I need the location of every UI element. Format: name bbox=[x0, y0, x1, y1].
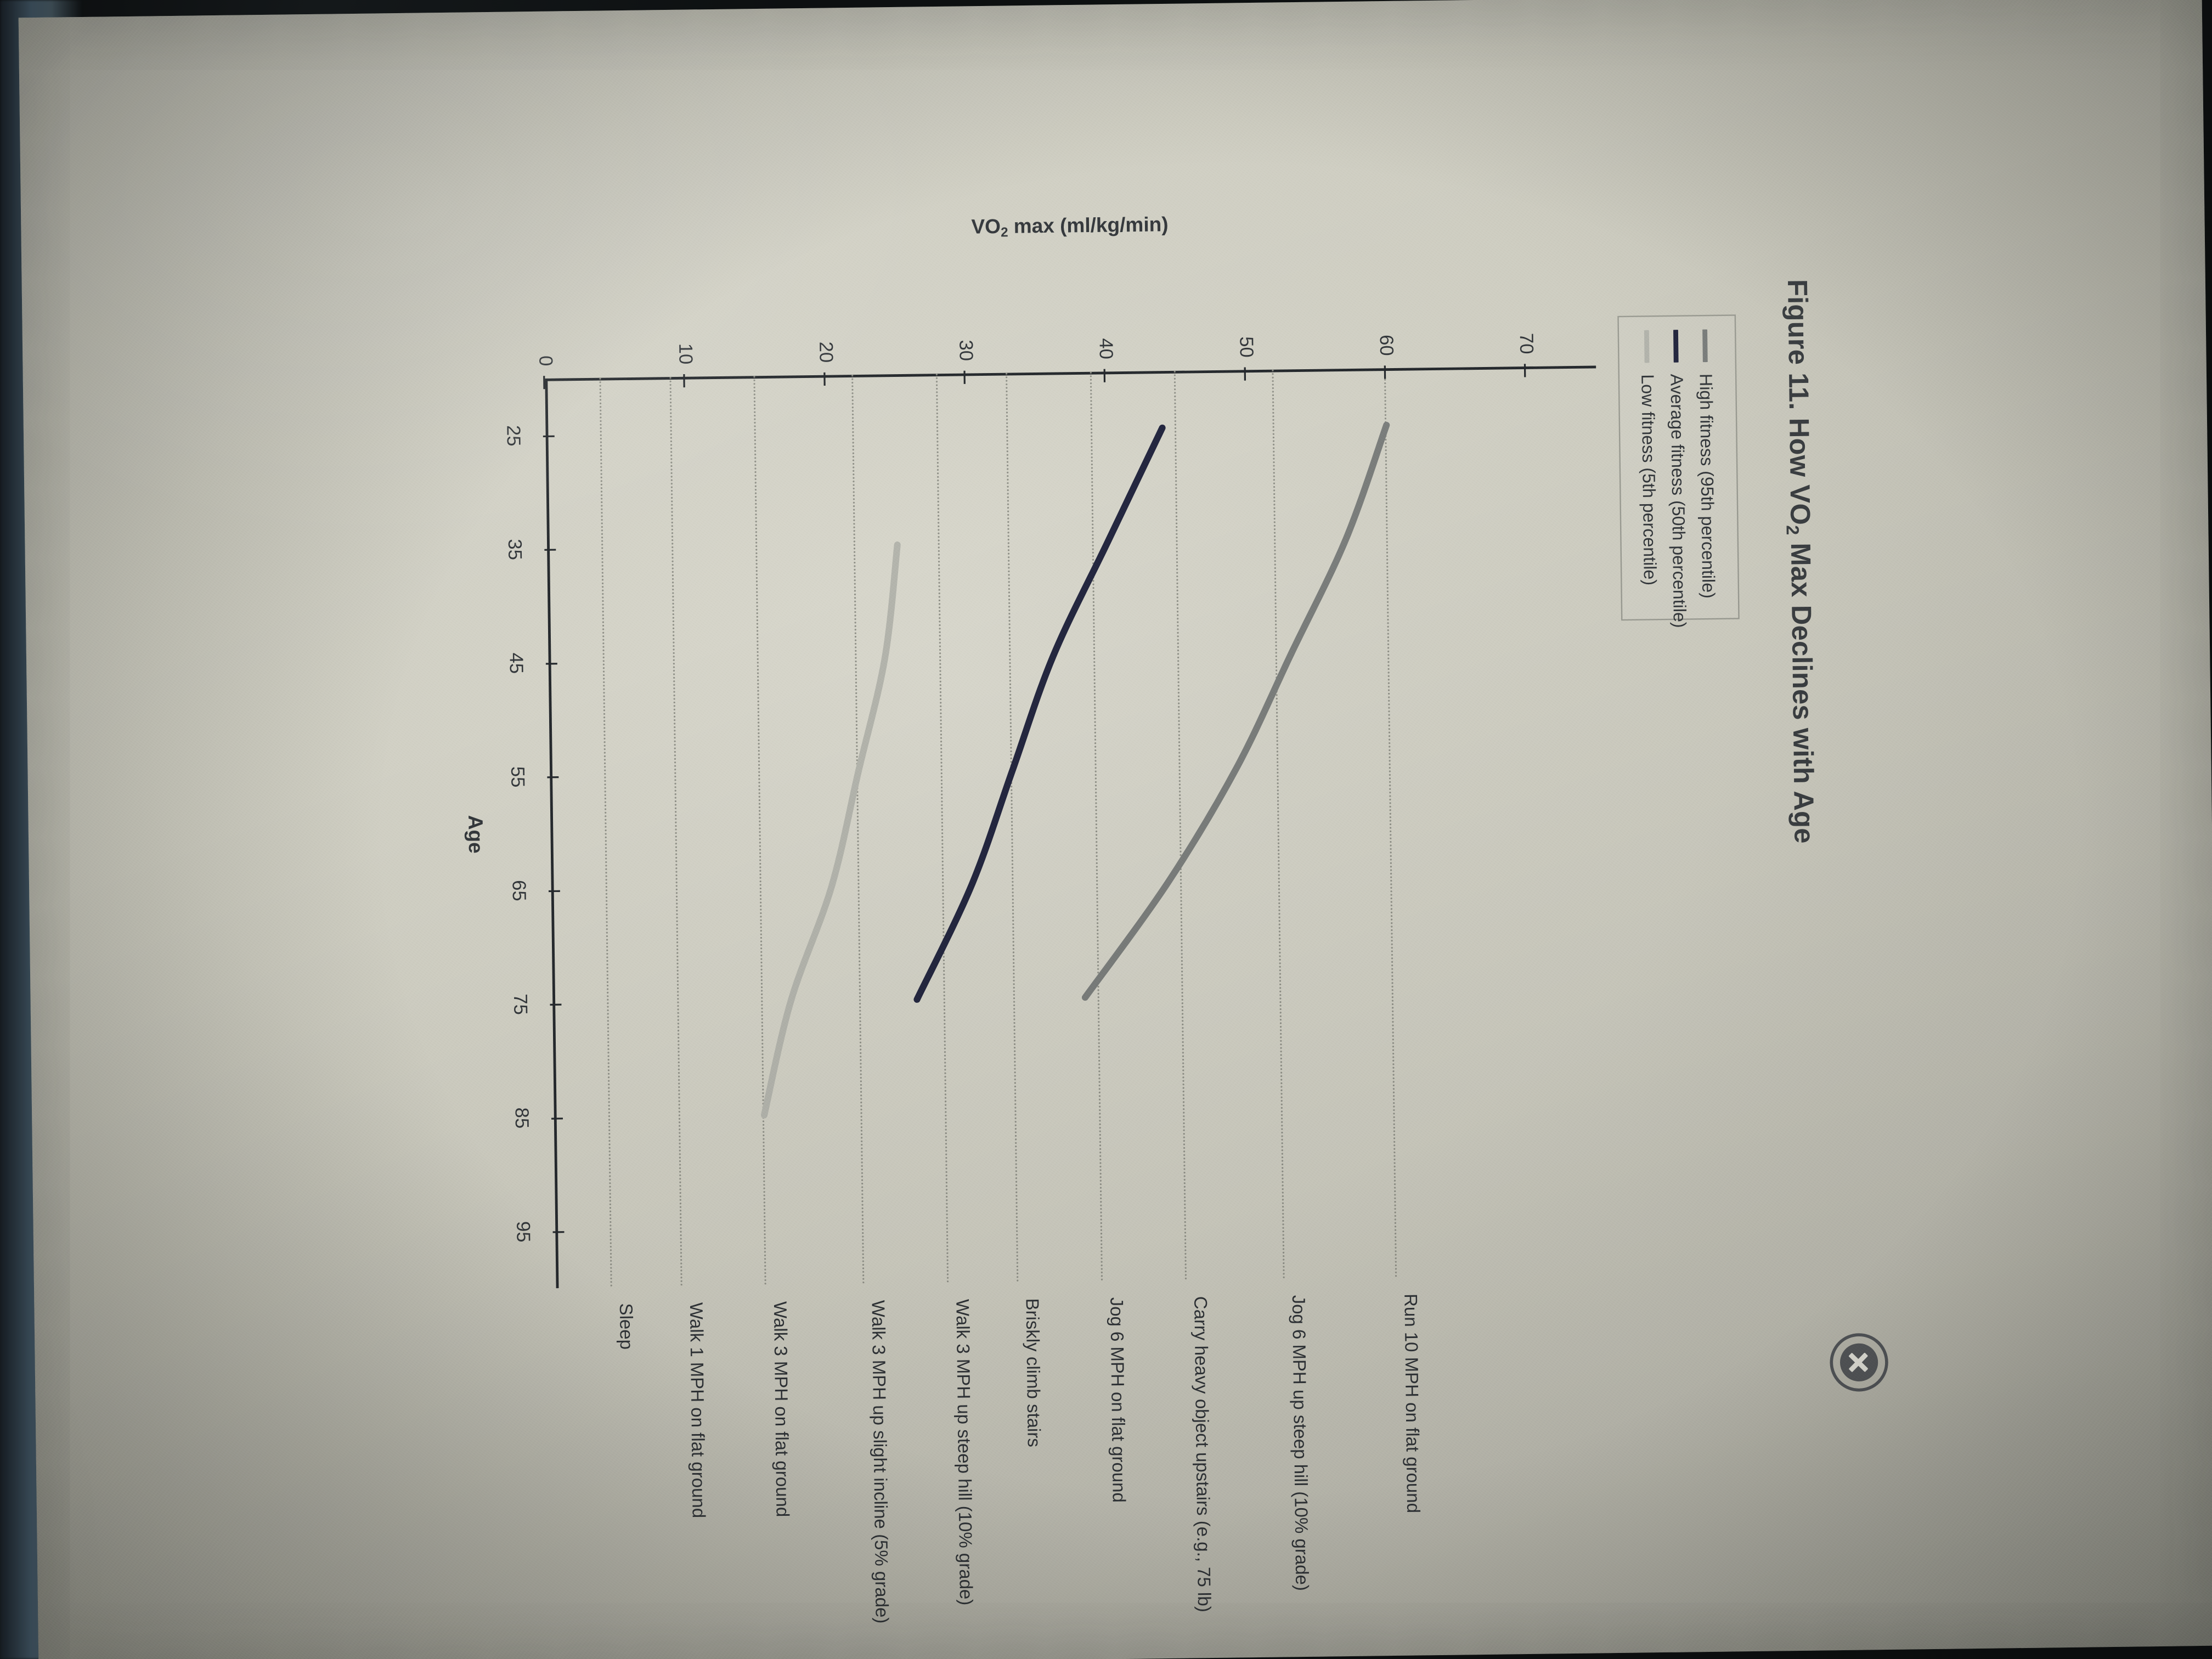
y-tick-label: 0 bbox=[535, 355, 557, 366]
legend-item-low-fitness: Low fitness (5th percentile) bbox=[1632, 330, 1664, 606]
threshold-label: Walk 3 MPH up slight incline (5% grade) bbox=[868, 1300, 893, 1624]
chart-legend: High fitness (95th percentile) Average f… bbox=[1617, 314, 1740, 628]
x-tick-label: 65 bbox=[508, 879, 530, 901]
figure-title-prefix: Figure 11. How VO bbox=[1781, 279, 1816, 526]
threshold-label: Carry heavy object upstairs (e.g., 75 lb… bbox=[1190, 1296, 1215, 1612]
legend-label-average-fitness: Average fitness (50th percentile) bbox=[1667, 374, 1690, 628]
legend-swatch-high-fitness bbox=[1702, 329, 1708, 363]
x-axis-title: Age bbox=[464, 815, 488, 854]
figure-title-subscript: 2 bbox=[1782, 525, 1802, 535]
x-tick-label: 55 bbox=[506, 766, 529, 788]
curve-average-fitness bbox=[913, 424, 1166, 1003]
threshold-label: Walk 3 MPH up steep hill (10% grade) bbox=[952, 1299, 977, 1606]
rotated-pdf-page: Figure 11. How VO2 Max Declines with Age… bbox=[327, 212, 1914, 1624]
x-tick-label: 95 bbox=[512, 1221, 534, 1243]
close-icon bbox=[1839, 1343, 1878, 1382]
y-tick-label: 20 bbox=[815, 341, 837, 363]
x-tick-label: 45 bbox=[505, 652, 527, 674]
tablet-screen: Figure 11. How VO2 Max Declines with Age… bbox=[18, 0, 2212, 1659]
legend-swatch-low-fitness bbox=[1644, 330, 1650, 363]
legend-label-low-fitness: Low fitness (5th percentile) bbox=[1638, 374, 1660, 586]
threshold-label: Sleep bbox=[616, 1303, 637, 1350]
x-tick-label: 85 bbox=[511, 1107, 533, 1129]
curve-low-fitness bbox=[760, 541, 901, 1119]
y-tick-label: 60 bbox=[1375, 334, 1397, 356]
close-button[interactable] bbox=[1829, 1333, 1889, 1392]
y-axis-title-prefix: VO bbox=[971, 215, 1001, 238]
legend-label-high-fitness: High fitness (95th percentile) bbox=[1696, 373, 1719, 599]
x-tick-label: 35 bbox=[504, 539, 526, 561]
legend-item-high-fitness: High fitness (95th percentile) bbox=[1690, 329, 1723, 605]
y-tick-label: 50 bbox=[1235, 336, 1257, 358]
x-tick-label: 25 bbox=[503, 425, 524, 447]
threshold-label: Walk 3 MPH on flat ground bbox=[770, 1301, 793, 1517]
threshold-label: Walk 1 MPH on flat ground bbox=[686, 1302, 709, 1519]
y-axis-title-subscript: 2 bbox=[1000, 225, 1008, 240]
chart-plot-area: Run 10 MPH on flat ground Jog 6 MPH up st… bbox=[464, 212, 1607, 1624]
threshold-label: Jog 6 MPH on flat ground bbox=[1106, 1297, 1130, 1503]
y-tick-label: 40 bbox=[1095, 338, 1117, 360]
y-axis-title-suffix: max (ml/kg/min) bbox=[1008, 212, 1169, 238]
y-tick-label: 30 bbox=[955, 340, 977, 362]
threshold-label: Run 10 MPH on flat ground bbox=[1401, 1293, 1424, 1514]
x-tick-label: 75 bbox=[509, 994, 532, 1015]
y-tick-label: 70 bbox=[1515, 332, 1538, 354]
legend-swatch-average-fitness bbox=[1673, 330, 1679, 363]
chart-curves bbox=[760, 421, 1390, 1119]
y-axis-title: VO2 max (ml/kg/min) bbox=[871, 211, 1269, 241]
figure-page: Figure 11. How VO2 Max Declines with Age… bbox=[327, 212, 1914, 1624]
figure-title-suffix: Max Declines with Age bbox=[1785, 534, 1820, 844]
legend-item-average-fitness: Average fitness (50th percentile) bbox=[1661, 330, 1694, 628]
curve-high-fitness bbox=[1081, 421, 1390, 1001]
threshold-label: Briskly climb stairs bbox=[1022, 1298, 1045, 1448]
figure-title: Figure 11. How VO2 Max Declines with Age bbox=[1779, 279, 1826, 1340]
threshold-label: Jog 6 MPH up steep hill (10% grade) bbox=[1288, 1295, 1313, 1592]
y-tick-label: 10 bbox=[675, 343, 697, 365]
